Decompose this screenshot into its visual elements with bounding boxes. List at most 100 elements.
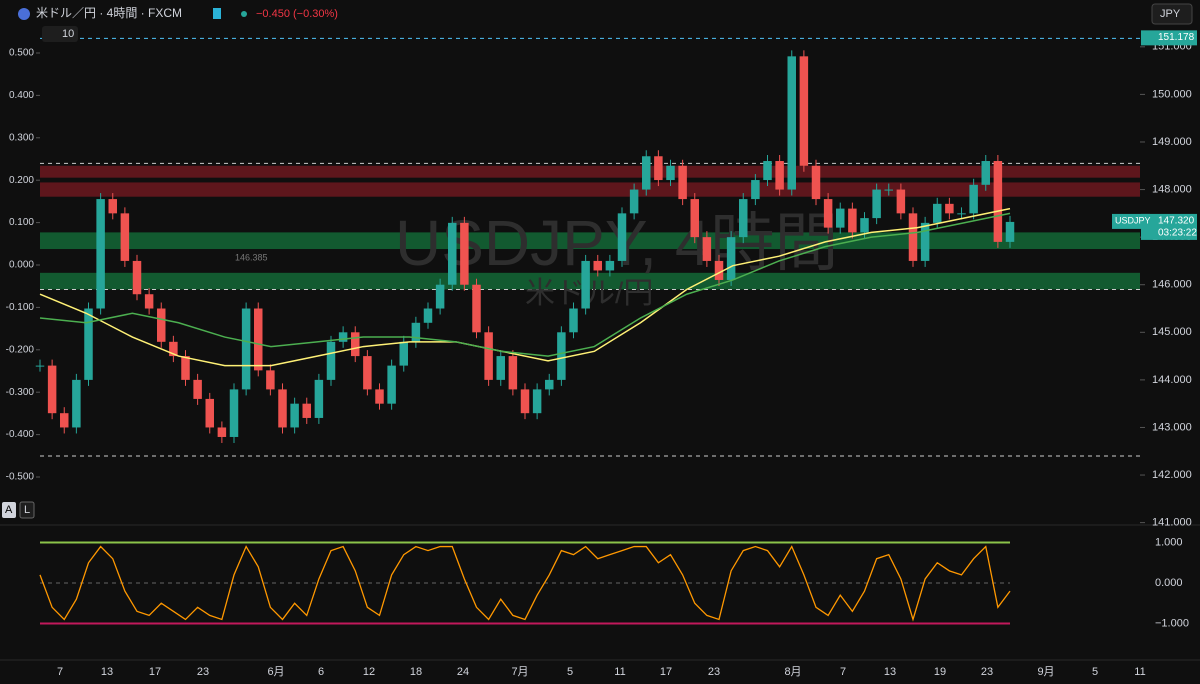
symbol-badge [1112,213,1150,229]
log-scale-button[interactable] [19,501,35,519]
indicator-toggle[interactable] [42,26,78,42]
candle [278,389,287,428]
candle [508,356,518,390]
left-tick-label: 0.500 [9,48,34,59]
time-label: 12 [363,666,375,678]
time-label: 13 [101,666,113,678]
candle [957,213,966,215]
support-zone [40,272,1140,290]
candle [181,356,190,380]
candle [775,161,784,190]
candle [617,213,627,261]
toggle-l: L [24,504,30,516]
candle [763,161,772,181]
moving-average-slow [39,207,1011,367]
candle [496,356,505,380]
moving-average-fast [39,212,1011,357]
left-tick-label: 0.400 [9,90,34,101]
candle [920,222,930,261]
price-tick-label: 149.000 [1152,136,1192,148]
time-label: 7 [840,666,846,678]
time-label: 23 [197,666,209,678]
indicator-count: 10 [62,28,74,40]
candle [690,199,699,238]
candle [642,156,651,190]
high-badge [1141,30,1197,46]
time-label: 18 [410,666,422,678]
time-label: 23 [981,666,993,678]
price-tick-label: 145.000 [1152,326,1192,338]
candle [217,427,227,437]
candle [326,341,336,380]
left-tick-label: -0.400 [6,429,35,440]
left-tick-label: 0.300 [9,132,34,143]
price-tick-label: 142.000 [1152,469,1192,481]
candle [254,308,263,371]
time-label: 19 [934,666,946,678]
candle [945,203,954,214]
currency-label: JPY [1160,8,1181,20]
time-label: 7 [57,666,63,678]
candle [60,413,69,428]
resistance-zone [40,165,1140,178]
price-tick-label: 148.000 [1152,183,1192,195]
candle [993,161,1003,242]
candle [229,389,239,437]
candle [387,365,396,404]
symbol-badge-label: USDJPY [1115,215,1151,225]
flag-icon [18,8,30,20]
price-tick-label: 146.000 [1152,279,1192,291]
candle [47,365,57,414]
candle [848,208,857,233]
high-badge-label: 151.178 [1158,32,1195,43]
time-label: 9月 [1037,666,1054,678]
candle [933,203,942,223]
candle [605,260,615,271]
candle [35,365,45,367]
candle [520,389,530,414]
candle [799,56,809,166]
candle [423,308,433,323]
candle [751,180,760,200]
candle [678,165,687,200]
price-change: −0.450 (−0.30%) [256,8,338,20]
candle [569,308,578,333]
candle [302,403,311,418]
status-dot [241,11,247,17]
price-tick-label: 143.000 [1152,421,1192,433]
time-label: 17 [149,666,161,678]
candle [702,237,712,261]
candle [399,341,408,366]
candle [108,199,117,214]
candle [532,389,542,414]
candle [666,165,675,181]
candle [969,184,978,214]
candle [836,208,845,228]
price-axis-bg [1140,0,1200,684]
candle [714,260,724,280]
candle [811,165,821,200]
symbol-title: 米ドル／円 · 4時間 · FXCM [36,6,182,20]
time-label: 13 [884,666,896,678]
candle [472,284,481,333]
candle [193,379,202,399]
candle [654,156,663,181]
currency-button[interactable] [1151,3,1193,25]
candle [96,199,105,309]
osc-tick-label: −1.000 [1155,617,1189,629]
candle [557,332,566,380]
candle [205,398,214,428]
auto-scale-button[interactable] [2,502,16,518]
left-tick-label: -0.100 [6,302,35,313]
candle [157,308,166,342]
time-label: 11 [614,666,625,678]
candle [351,332,360,357]
left-tick-label: 0.000 [9,260,34,271]
candle [872,189,881,219]
osc-tick-label: 0.000 [1155,577,1183,589]
level-annotation: 146.385 [235,252,268,262]
price-tick-label: 144.000 [1152,374,1192,386]
candle [726,237,736,280]
